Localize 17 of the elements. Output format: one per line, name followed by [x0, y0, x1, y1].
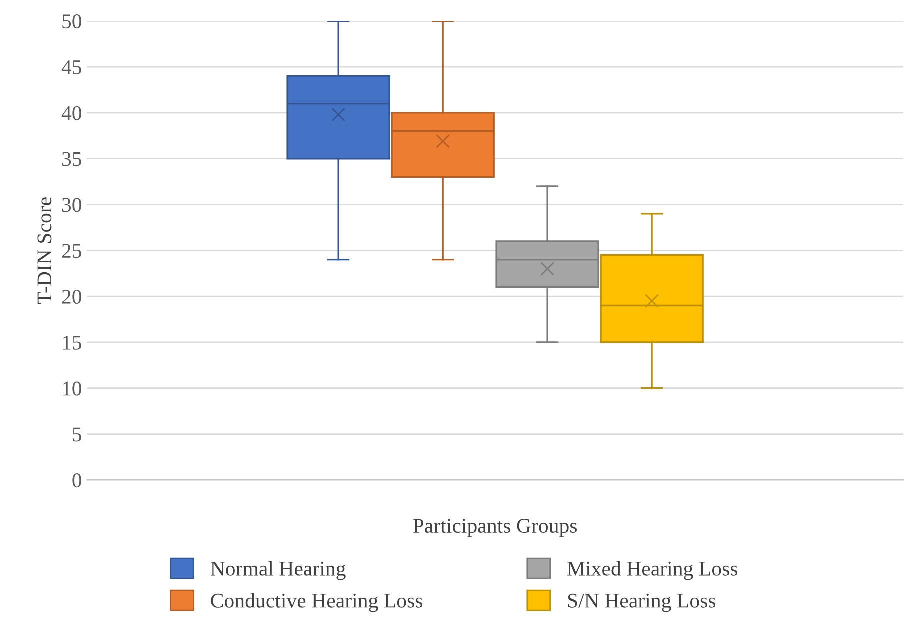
x-axis-title: Participants Groups [413, 519, 578, 538]
legend-label: S/N Hearing Loss [568, 594, 716, 612]
y-tick-label: 0 [72, 474, 82, 488]
y-tick-label: 5 [73, 428, 82, 442]
y-tick-label: 35 [62, 152, 82, 166]
legend-label: Conductive Hearing Loss [211, 593, 422, 612]
y-tick-label: 40 [62, 106, 82, 120]
legend-label: Mixed Hearing Loss [568, 561, 738, 580]
legend-label: Normal Hearing [210, 561, 346, 580]
y-tick-label: 30 [62, 198, 82, 212]
y-tick-label: 50 [62, 14, 82, 29]
y-tick-label: 25 [62, 244, 82, 258]
y-axis-title: T-DIN Score [38, 198, 52, 304]
y-tick-label: 10 [63, 382, 82, 396]
y-tick-label: 15 [63, 336, 82, 350]
y-tick-label: 20 [62, 290, 82, 304]
y-tick-label: 45 [62, 60, 82, 74]
